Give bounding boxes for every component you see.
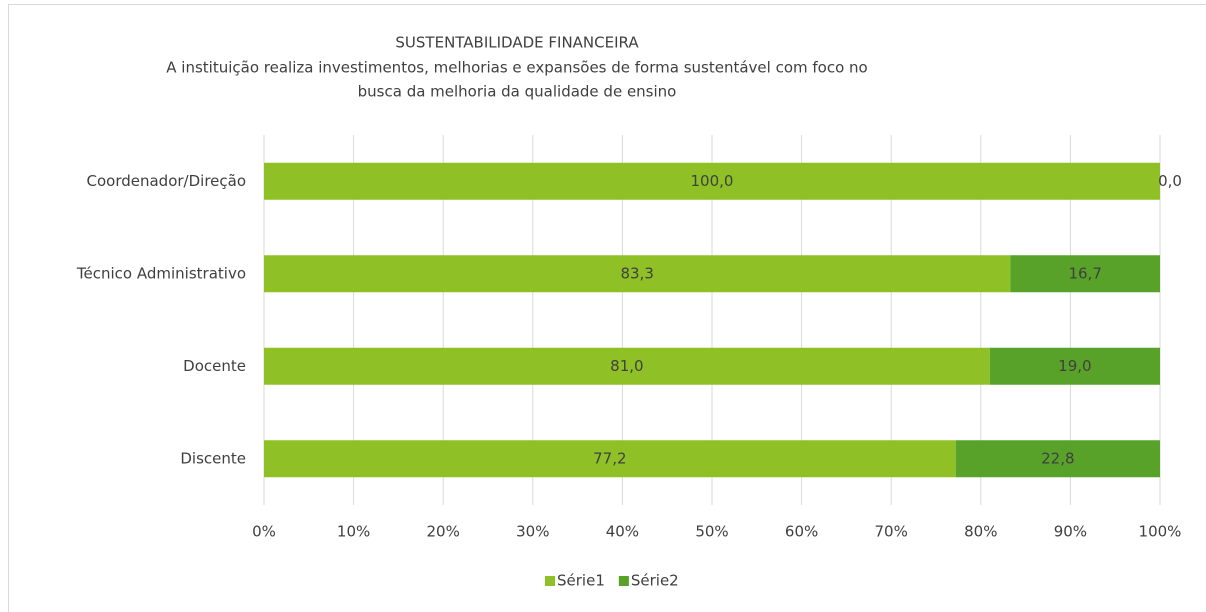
data-label: 83,3 (620, 264, 653, 282)
bar-segment (264, 347, 990, 385)
bar-segment (1010, 255, 1160, 293)
y-tick-label: Discente (180, 449, 246, 467)
x-tick-label: 70% (875, 523, 908, 541)
bar-segment (989, 347, 1160, 385)
bar-segment (264, 255, 1011, 293)
chart-subtitle: busca da melhoria da qualidade de ensino (358, 83, 677, 101)
legend-label: Série2 (631, 572, 679, 590)
chart-subtitle: A instituição realiza investimentos, mel… (166, 59, 867, 77)
data-label: 19,0 (1058, 357, 1091, 375)
chart-title: SUSTENTABILIDADE FINANCEIRA (395, 34, 639, 52)
data-label: 22,8 (1041, 449, 1074, 467)
data-label: 77,2 (593, 449, 626, 467)
legend-label: Série1 (557, 572, 605, 590)
y-tick-label: Coordenador/Direção (87, 172, 247, 190)
x-tick-label: 10% (337, 523, 370, 541)
chart-frame (8, 4, 1206, 612)
x-tick-label: 20% (427, 523, 460, 541)
x-tick-label: 0% (252, 523, 276, 541)
legend-swatch (545, 576, 555, 586)
x-tick-label: 80% (964, 523, 997, 541)
data-label: 81,0 (610, 357, 643, 375)
x-tick-label: 50% (695, 523, 728, 541)
x-tick-label: 40% (606, 523, 639, 541)
bar-segment (264, 440, 956, 478)
bar-segment (264, 162, 1160, 200)
legend-swatch (618, 576, 629, 586)
x-tick-label: 30% (516, 523, 549, 541)
y-tick-label: Docente (183, 357, 246, 375)
data-label: 100,0 (691, 172, 734, 190)
data-label: 0,0 (1158, 172, 1182, 190)
x-tick-label: 100% (1139, 523, 1182, 541)
x-tick-label: 60% (785, 523, 818, 541)
bar-segment (955, 440, 1160, 478)
x-tick-label: 90% (1054, 523, 1087, 541)
data-label: 16,7 (1068, 264, 1101, 282)
y-tick-label: Técnico Administrativo (76, 264, 246, 282)
